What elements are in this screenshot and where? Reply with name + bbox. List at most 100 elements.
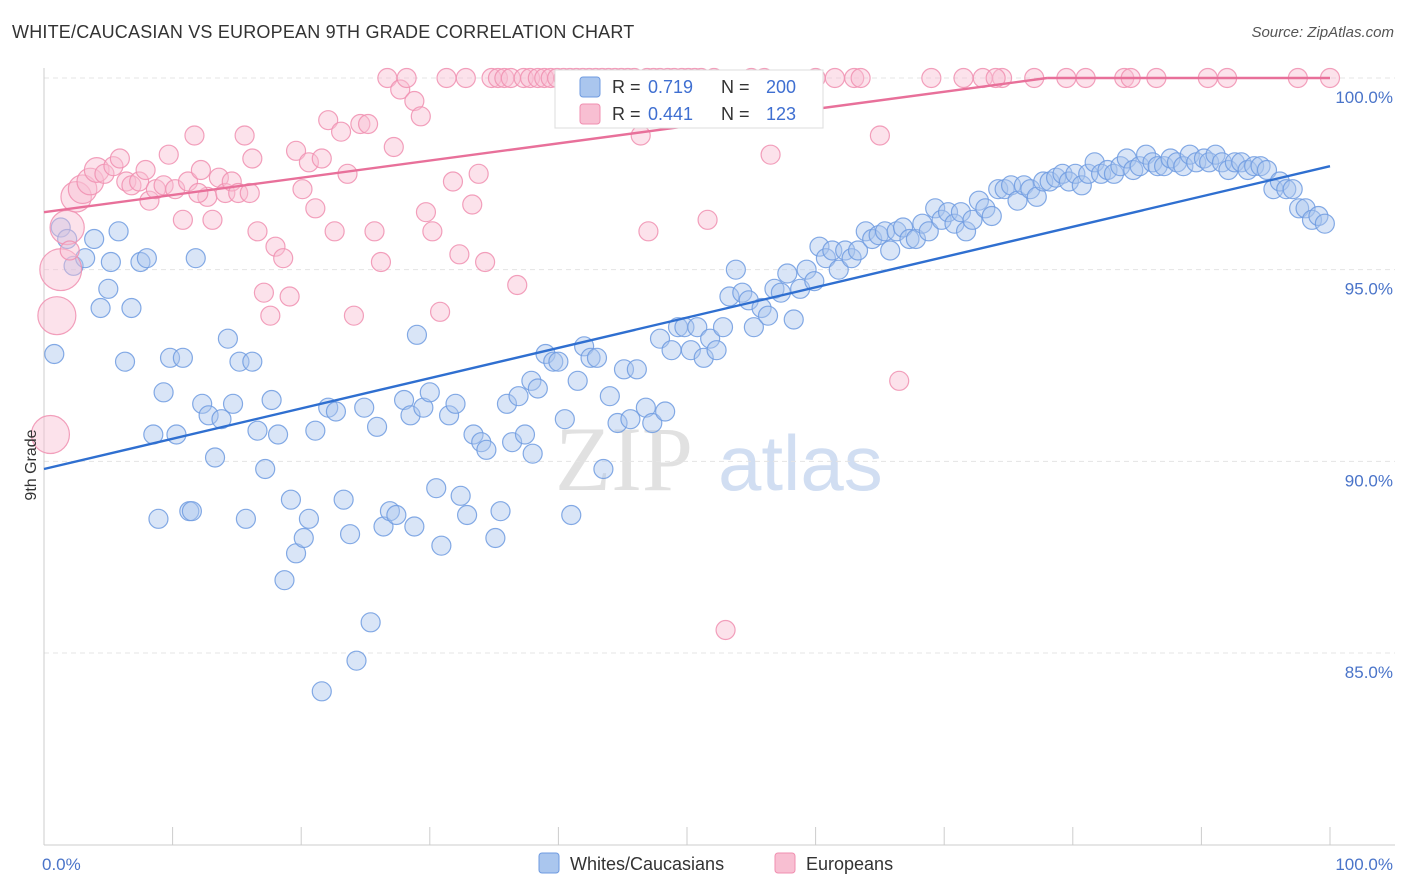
point-whites-88	[626, 359, 647, 380]
point-europeans-31	[242, 148, 263, 169]
point-whites-186	[1256, 159, 1278, 181]
point-whites-99	[700, 328, 721, 349]
point-europeans-21	[177, 171, 199, 192]
point-whites-184	[1244, 156, 1265, 177]
point-europeans-0	[30, 414, 71, 455]
point-whites-85	[607, 412, 628, 434]
point-whites-20	[185, 248, 206, 269]
point-europeans-131	[985, 67, 1006, 89]
point-whites-111	[777, 263, 798, 284]
point-whites-73	[527, 378, 548, 399]
point-whites-31	[255, 458, 276, 480]
point-europeans-3	[49, 209, 85, 246]
point-whites-8	[108, 221, 129, 242]
series-whites-caucasians	[44, 144, 1335, 702]
point-whites-165	[1123, 159, 1144, 181]
point-whites-164	[1116, 148, 1137, 169]
point-whites-185	[1250, 156, 1271, 177]
point-whites-38	[298, 508, 320, 529]
point-whites-61	[450, 485, 471, 506]
point-whites-67	[490, 501, 511, 522]
point-whites-26	[222, 393, 244, 414]
point-europeans-91	[630, 125, 651, 146]
point-europeans-5	[67, 174, 98, 205]
point-whites-21	[192, 393, 213, 414]
point-europeans-45	[330, 121, 352, 142]
axes	[43, 68, 1395, 846]
trend-lines	[43, 76, 1331, 471]
point-whites-65	[476, 439, 497, 460]
point-europeans-39	[292, 179, 313, 200]
point-whites-92	[655, 401, 676, 422]
point-whites-48	[366, 416, 388, 437]
point-whites-3	[63, 255, 84, 276]
point-europeans-6	[76, 167, 105, 196]
point-whites-98	[693, 347, 714, 368]
point-europeans-7	[83, 157, 110, 183]
watermark: ZIP atlas	[555, 408, 883, 510]
series-legend: Whites/Caucasians Europeans	[538, 852, 893, 874]
point-whites-138	[950, 202, 972, 223]
point-whites-49	[373, 516, 394, 537]
chart-title: WHITE/CAUCASIAN VS EUROPEAN 9TH GRADE CO…	[12, 22, 635, 42]
point-whites-169	[1147, 156, 1168, 177]
point-europeans-34	[260, 305, 281, 326]
point-whites-197	[181, 501, 202, 522]
point-whites-1	[50, 217, 71, 238]
stats-r-label-europeans: R =	[612, 104, 641, 124]
point-whites-147	[1007, 190, 1028, 211]
point-whites-133	[918, 221, 939, 242]
point-whites-71	[514, 424, 536, 445]
point-whites-130	[899, 228, 920, 250]
point-whites-59	[438, 405, 460, 426]
point-whites-127	[880, 240, 901, 261]
point-europeans-105	[760, 144, 781, 165]
point-europeans-13	[129, 171, 150, 192]
point-whites-190	[1282, 179, 1303, 200]
x-tick-label-1: 100.0%	[1335, 855, 1393, 874]
point-whites-145	[994, 179, 1015, 200]
point-europeans-22	[184, 125, 205, 146]
point-whites-34	[274, 570, 295, 591]
trend-line-whites	[43, 164, 1331, 471]
point-europeans-53	[383, 136, 404, 158]
point-whites-101	[712, 317, 734, 338]
point-whites-161	[1097, 159, 1118, 181]
point-whites-17	[166, 424, 187, 445]
point-whites-35	[280, 489, 302, 510]
point-whites-44	[339, 524, 361, 545]
point-europeans-23	[190, 159, 211, 181]
point-whites-6	[90, 297, 111, 319]
point-whites-0	[44, 343, 65, 365]
point-whites-69	[502, 432, 523, 453]
point-europeans-50	[364, 221, 385, 242]
point-europeans-66	[468, 163, 489, 184]
stats-n-label-whites: N =	[721, 77, 750, 97]
point-whites-181	[1224, 152, 1245, 173]
point-whites-39	[305, 420, 326, 441]
point-europeans-30	[234, 125, 255, 146]
point-whites-157	[1071, 175, 1092, 196]
y-tick-label-2: 95.0%	[1345, 280, 1393, 299]
point-whites-62	[456, 504, 478, 526]
point-europeans-35	[265, 236, 286, 257]
point-whites-140	[962, 209, 983, 230]
point-whites-37	[293, 527, 314, 549]
point-europeans-108	[824, 67, 845, 89]
point-europeans-103	[715, 619, 736, 641]
point-europeans-37	[279, 286, 300, 307]
watermark-zip: ZIP	[555, 408, 693, 510]
y-tick-label-0: 85.0%	[1345, 663, 1393, 682]
point-whites-15	[153, 382, 174, 403]
point-whites-7	[98, 278, 119, 299]
point-whites-53	[400, 405, 421, 426]
point-whites-173	[1173, 156, 1194, 177]
point-europeans-58	[415, 202, 437, 223]
point-whites-116	[809, 236, 830, 257]
point-europeans-55	[396, 67, 417, 89]
stats-n-label-europeans: N =	[721, 104, 750, 124]
point-europeans-47	[343, 305, 365, 326]
y-tick-label-3: 100.0%	[1335, 88, 1393, 107]
point-europeans-15	[139, 190, 160, 211]
point-whites-43	[333, 489, 354, 510]
